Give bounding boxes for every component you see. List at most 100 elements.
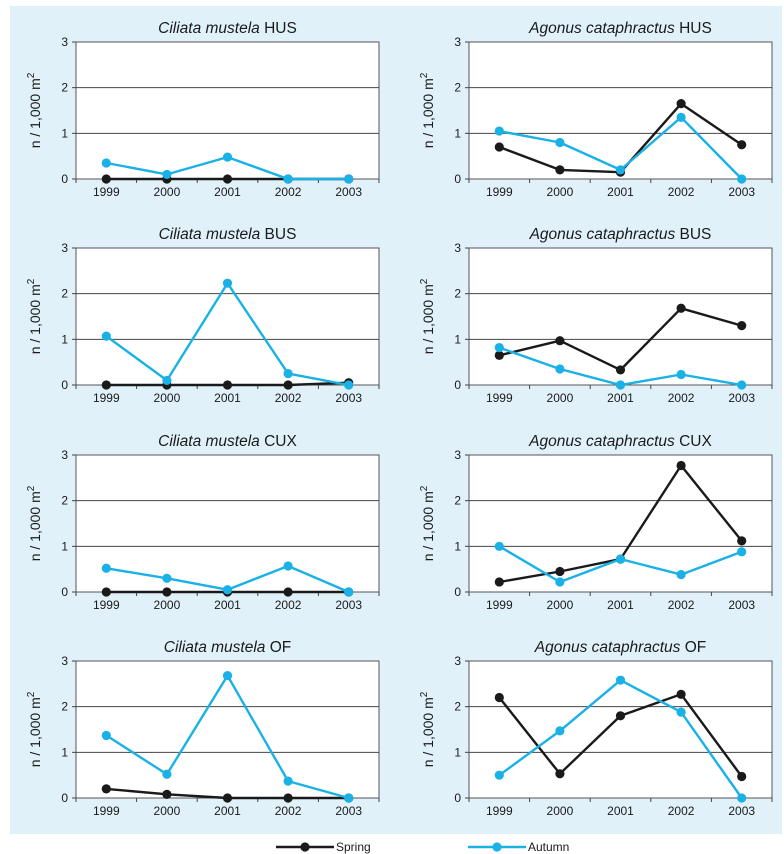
y-tick-label: 1: [61, 745, 68, 759]
chart-title: Agonus cataphractus OF: [534, 639, 706, 656]
data-point-autumn: [737, 380, 747, 390]
x-tick-label: 1999: [93, 185, 120, 199]
chart-title: Ciliata mustela OF: [164, 639, 292, 656]
y-axis-label: n / 1,000 m2: [419, 72, 436, 148]
x-tick-label: 2002: [668, 391, 695, 405]
y-tick-label: 3: [454, 35, 461, 49]
data-point-autumn: [615, 675, 626, 685]
data-point-autumn: [222, 671, 233, 681]
data-point-autumn: [494, 770, 504, 780]
data-point-autumn: [101, 730, 111, 741]
data-point-spring: [101, 174, 111, 184]
x-tick-label: 2003: [335, 598, 362, 612]
data-point-autumn: [344, 380, 354, 390]
y-tick-label: 0: [454, 172, 461, 186]
data-point-spring: [737, 321, 747, 331]
data-point-spring: [676, 303, 686, 313]
y-axis-label: n / 1,000 m2: [419, 485, 436, 561]
x-tick-label: 2002: [275, 598, 302, 612]
chart-title-species: Ciliata mustela: [158, 433, 260, 450]
data-point-autumn: [344, 793, 354, 803]
data-point-autumn: [283, 561, 293, 571]
legend-label-spring: Spring: [336, 840, 371, 854]
x-tick-label: 2000: [547, 804, 574, 818]
x-tick-label: 2002: [668, 185, 695, 199]
y-tick-label: 3: [454, 241, 461, 255]
data-point-autumn: [555, 364, 565, 374]
x-tick-label: 2001: [607, 598, 634, 612]
x-tick-label: 2000: [154, 804, 181, 818]
y-tick-label: 0: [61, 378, 68, 392]
y-axis-label-superscript: 2: [26, 72, 37, 78]
chart-title-species: Ciliata mustela: [159, 226, 261, 243]
data-point-autumn: [615, 554, 626, 564]
x-tick-label: 2002: [275, 185, 302, 199]
x-tick-label: 1999: [486, 804, 513, 818]
y-axis-label-superscript: 2: [419, 485, 430, 491]
data-point-autumn: [101, 158, 111, 168]
data-point-spring: [555, 165, 565, 175]
legend-marker-autumn: [492, 842, 502, 852]
y-axis-label-superscript: 2: [26, 691, 37, 697]
y-axis-label-text: n / 1,000 m: [420, 284, 436, 354]
y-axis-label-superscript: 2: [26, 278, 37, 284]
y-axis-label-superscript: 2: [26, 485, 37, 491]
y-axis-label: n / 1,000 m2: [26, 278, 43, 354]
chart-title-site: BUS: [260, 226, 296, 243]
data-point-autumn: [676, 570, 686, 580]
y-axis-label-superscript: 2: [419, 278, 430, 284]
plot-frame: [468, 454, 773, 593]
y-axis-label-text: n / 1,000 m: [420, 78, 436, 148]
data-point-autumn: [494, 541, 504, 551]
plot-frame: [75, 247, 380, 386]
data-point-autumn: [494, 126, 504, 136]
y-tick-label: 0: [454, 791, 461, 805]
data-point-spring: [222, 793, 233, 803]
chart-title: Agonus cataphractus HUS: [528, 20, 712, 37]
y-tick-label: 1: [454, 332, 461, 346]
x-tick-label: 2003: [728, 185, 755, 199]
x-tick-label: 1999: [93, 598, 120, 612]
x-tick-label: 2001: [607, 185, 634, 199]
x-tick-label: 1999: [486, 185, 513, 199]
y-axis-label: n / 1,000 m2: [419, 691, 436, 767]
data-point-autumn: [676, 112, 686, 122]
x-tick-label: 1999: [486, 391, 513, 405]
x-tick-label: 1999: [486, 598, 513, 612]
data-point-spring: [737, 140, 747, 150]
x-tick-label: 2001: [214, 804, 241, 818]
data-point-spring: [101, 380, 111, 390]
y-axis-label: n / 1,000 m2: [26, 691, 43, 767]
chart-title: Agonus cataphractus CUX: [528, 433, 712, 450]
data-point-autumn: [222, 585, 233, 595]
data-point-autumn: [676, 369, 686, 380]
data-point-autumn: [555, 726, 565, 736]
y-axis-label-superscript: 2: [419, 72, 430, 78]
data-point-spring: [676, 460, 686, 471]
chart-title-species: Ciliata mustela: [158, 20, 260, 37]
y-tick-label: 1: [454, 126, 461, 140]
x-tick-label: 2003: [335, 804, 362, 818]
y-tick-label: 1: [61, 332, 68, 346]
y-tick-label: 0: [61, 172, 68, 186]
x-tick-label: 2002: [668, 804, 695, 818]
chart-title-site: BUS: [675, 226, 711, 243]
y-tick-label: 3: [61, 241, 68, 255]
y-axis-label-superscript: 2: [419, 691, 430, 697]
y-axis-label-text: n / 1,000 m: [27, 491, 43, 561]
data-point-autumn: [615, 380, 626, 390]
chart-title-species: Agonus cataphractus: [534, 639, 681, 656]
chart-title-site: OF: [265, 639, 291, 656]
y-tick-label: 3: [454, 654, 461, 668]
y-tick-label: 2: [454, 494, 461, 508]
y-tick-label: 2: [61, 81, 68, 95]
chart-title-site: OF: [680, 639, 706, 656]
chart-title-site: HUS: [260, 20, 297, 37]
chart-title-site: CUX: [675, 433, 713, 450]
